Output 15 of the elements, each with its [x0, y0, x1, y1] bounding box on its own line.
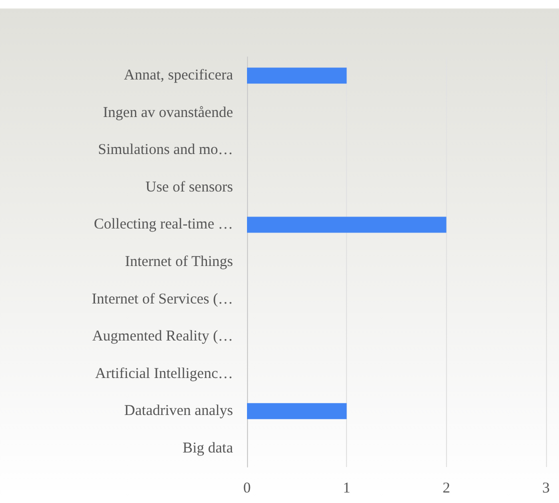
y-tick-label: Annat, specificera	[124, 68, 234, 84]
y-tick-label: Simulations and mo…	[98, 142, 233, 158]
y-tick-label: Augmented Reality (…	[92, 328, 233, 345]
x-tick-label: 1	[342, 480, 350, 496]
y-tick-label: Datadriven analys	[124, 403, 234, 420]
x-tick-label: 3	[542, 480, 550, 496]
y-tick-label: Internet of Things	[124, 254, 234, 270]
x-tick-label: 2	[442, 480, 450, 496]
x-tick-label: 0	[243, 480, 251, 496]
y-tick-label: Artificial Intelligenc…	[95, 366, 233, 382]
y-tick-label: Big data	[182, 440, 234, 456]
y-tick-label: Collecting real-time …	[94, 216, 233, 233]
y-tick-label: Ingen av ovanstående	[103, 104, 234, 121]
y-tick-label: Use of sensors	[146, 179, 234, 196]
y-tick-label: Internet of Services (…	[92, 291, 233, 308]
